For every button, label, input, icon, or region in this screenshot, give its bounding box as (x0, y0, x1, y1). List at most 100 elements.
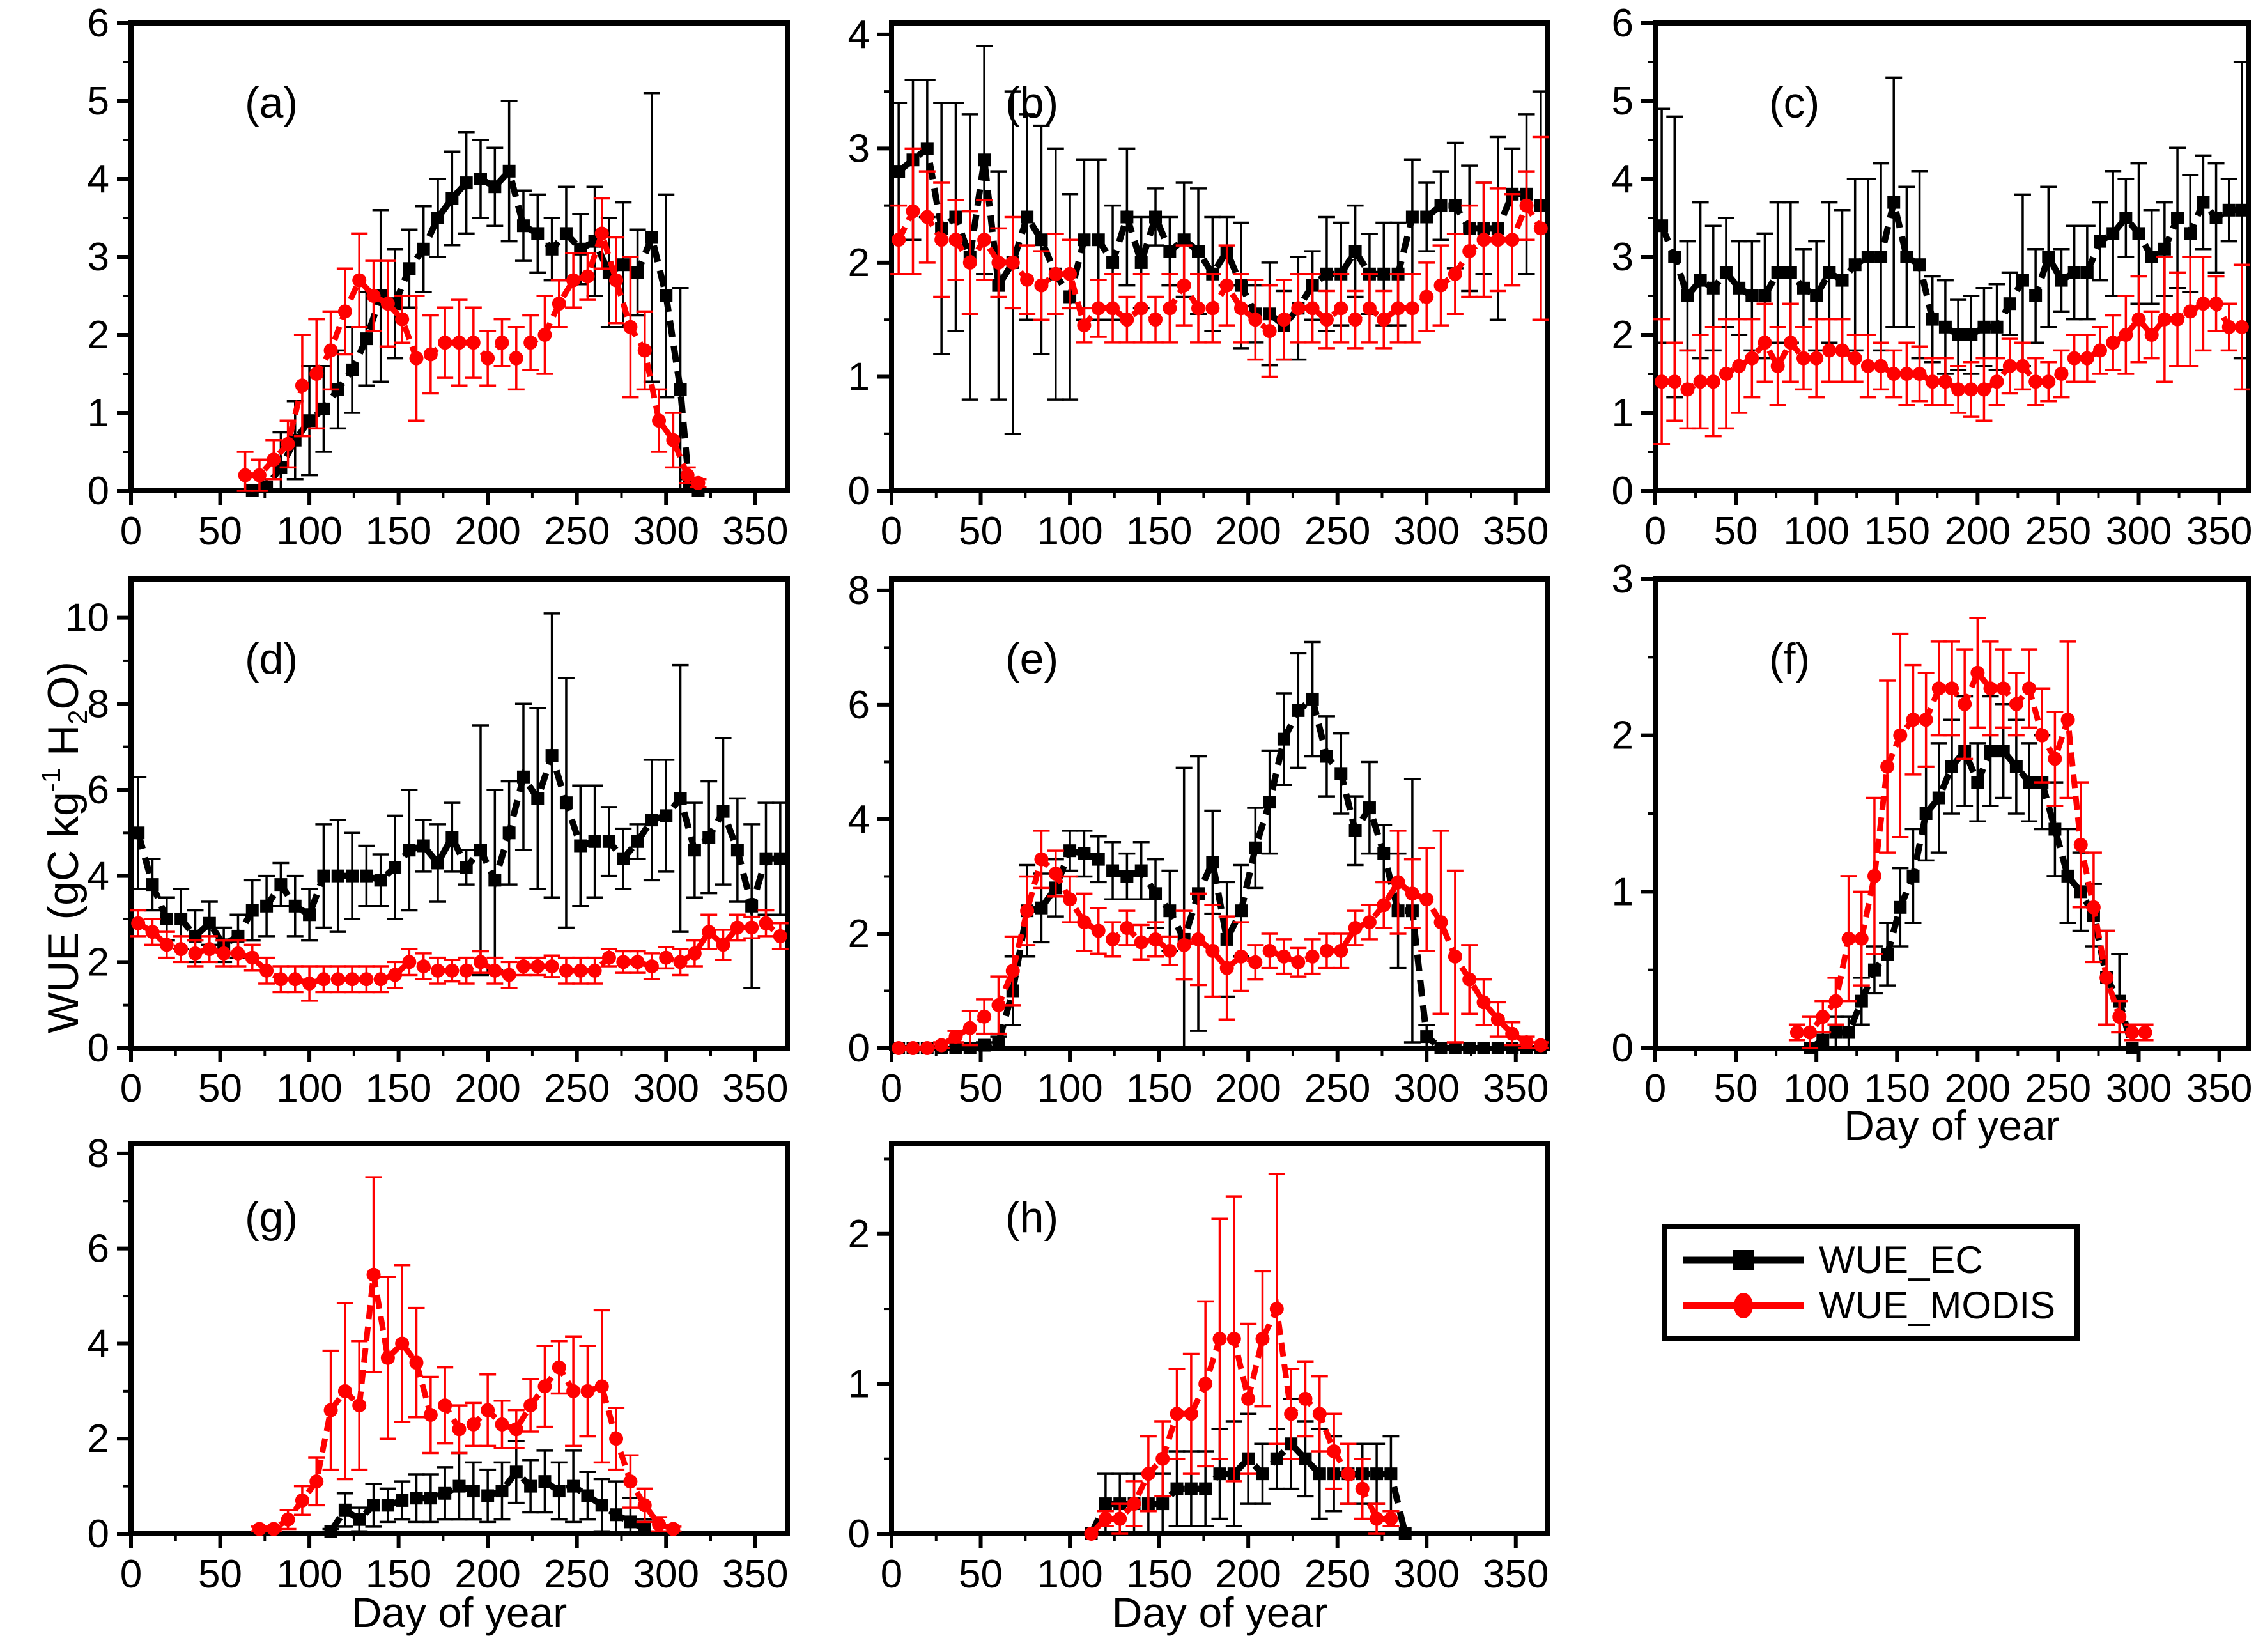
svg-text:200: 200 (1945, 1067, 2011, 1111)
svg-text:2: 2 (1612, 313, 1634, 357)
svg-text:50: 50 (198, 1552, 242, 1596)
svg-text:100: 100 (276, 509, 342, 553)
svg-text:250: 250 (1304, 509, 1370, 553)
svg-text:3: 3 (1612, 235, 1634, 279)
svg-text:0: 0 (1612, 1026, 1634, 1070)
svg-text:350: 350 (722, 509, 788, 553)
svg-text:8: 8 (88, 682, 109, 726)
svg-text:0: 0 (881, 509, 902, 553)
svg-text:4: 4 (88, 1322, 109, 1366)
svg-text:150: 150 (1126, 1552, 1192, 1596)
svg-text:6: 6 (88, 1, 109, 45)
svg-text:350: 350 (1483, 1067, 1549, 1111)
svg-text:150: 150 (1864, 1067, 1930, 1111)
svg-text:0: 0 (848, 1026, 870, 1070)
svg-text:300: 300 (2106, 509, 2172, 553)
svg-text:8: 8 (848, 569, 870, 613)
svg-text:250: 250 (1304, 1067, 1370, 1111)
svg-text:250: 250 (544, 509, 610, 553)
y-axis-title: WUE (gC kg-1 H2O) (22, 585, 93, 1109)
svg-text:2: 2 (848, 1212, 870, 1256)
svg-text:(h): (h) (1005, 1193, 1058, 1242)
legend-entry-wue-ec: WUE_EC (1680, 1238, 2055, 1282)
svg-text:50: 50 (198, 1067, 242, 1111)
svg-text:4: 4 (848, 798, 870, 842)
svg-text:1: 1 (1612, 391, 1634, 435)
panel-h-chart: 0 50 100 150 200 250 300 350 0 1 2 (h) Day of year (848, 1141, 1550, 1636)
svg-text:0: 0 (88, 1512, 109, 1556)
svg-text:4: 4 (88, 157, 109, 201)
svg-text:250: 250 (2025, 1067, 2091, 1111)
svg-text:(b): (b) (1005, 79, 1058, 127)
y-axis-title-text: WUE (gC kg (39, 792, 88, 1034)
legend-entry-wue-modis: WUE_MODIS (1680, 1283, 2055, 1327)
svg-text:200: 200 (1215, 1552, 1281, 1596)
panel-g-chart: 0 50 100 150 200 250 300 350 0 2 4 6 8 (g) Day of year (88, 1132, 790, 1636)
svg-text:100: 100 (276, 1067, 342, 1111)
svg-text:50: 50 (959, 1067, 1003, 1111)
svg-text:0: 0 (88, 1026, 109, 1070)
svg-text:8: 8 (88, 1132, 109, 1176)
svg-text:200: 200 (1215, 1067, 1281, 1111)
svg-text:300: 300 (1394, 1067, 1460, 1111)
svg-text:(c): (c) (1769, 79, 1819, 127)
svg-text:(d): (d) (245, 635, 298, 683)
svg-text:2: 2 (88, 313, 109, 357)
svg-text:300: 300 (1394, 509, 1460, 553)
svg-text:Day of year: Day of year (352, 1589, 567, 1636)
svg-text:300: 300 (633, 1067, 699, 1111)
svg-text:150: 150 (366, 1067, 431, 1111)
svg-text:150: 150 (366, 1552, 431, 1596)
svg-text:150: 150 (1126, 509, 1192, 553)
svg-text:200: 200 (1215, 509, 1281, 553)
svg-text:0: 0 (88, 469, 109, 513)
svg-text:5: 5 (88, 79, 109, 123)
svg-text:(e): (e) (1005, 635, 1058, 683)
panel-f-chart: 0 50 100 150 200 250 300 350 0 1 2 3 (f) Day of year (1612, 557, 2253, 1149)
svg-text:350: 350 (1483, 509, 1549, 553)
svg-text:6: 6 (1612, 1, 1634, 45)
svg-text:300: 300 (2106, 1067, 2172, 1111)
svg-text:Day of year: Day of year (1112, 1589, 1327, 1636)
svg-text:100: 100 (1037, 509, 1102, 553)
svg-text:250: 250 (2025, 509, 2091, 553)
y-axis-title-sup: -1 (36, 768, 66, 792)
svg-text:100: 100 (1783, 1067, 1849, 1111)
svg-text:5: 5 (1612, 79, 1634, 123)
svg-text:0: 0 (1612, 469, 1634, 513)
svg-text:100: 100 (1783, 509, 1849, 553)
svg-text:350: 350 (2186, 1067, 2252, 1111)
svg-text:200: 200 (1945, 509, 2011, 553)
svg-text:0: 0 (1644, 1067, 1666, 1111)
svg-text:150: 150 (1126, 1067, 1192, 1111)
svg-text:4: 4 (1612, 157, 1634, 201)
svg-text:6: 6 (848, 683, 870, 727)
svg-text:300: 300 (1394, 1552, 1460, 1596)
svg-text:0: 0 (848, 1512, 870, 1556)
legend-label-wue-ec: WUE_EC (1819, 1239, 1983, 1281)
svg-text:4: 4 (848, 13, 870, 57)
svg-text:50: 50 (1714, 509, 1758, 553)
svg-text:1: 1 (848, 355, 870, 399)
svg-text:4: 4 (88, 854, 109, 899)
svg-text:0: 0 (881, 1552, 902, 1596)
svg-text:0: 0 (120, 1552, 142, 1596)
svg-text:2: 2 (88, 940, 109, 984)
svg-text:250: 250 (1304, 1552, 1370, 1596)
y-axis-title-sub: 2 (63, 709, 93, 725)
svg-text:1: 1 (88, 391, 109, 435)
svg-text:0: 0 (1644, 509, 1666, 553)
panel-b-chart: 0 50 100 150 200 250 300 350 0 1 2 3 4 (b) (848, 13, 1550, 553)
svg-text:250: 250 (544, 1552, 610, 1596)
svg-text:200: 200 (454, 1552, 520, 1596)
svg-text:(f): (f) (1769, 635, 1810, 683)
svg-text:2: 2 (848, 241, 870, 285)
legend-marker-modis-icon (1683, 1292, 1804, 1318)
svg-text:100: 100 (1037, 1552, 1102, 1596)
svg-text:50: 50 (1714, 1067, 1758, 1111)
svg-text:300: 300 (633, 1552, 699, 1596)
svg-text:Day of year: Day of year (1844, 1102, 2059, 1149)
legend-box: WUE_EC WUE_MODIS (1662, 1224, 2080, 1341)
svg-text:50: 50 (198, 509, 242, 553)
svg-text:1: 1 (1612, 870, 1634, 914)
